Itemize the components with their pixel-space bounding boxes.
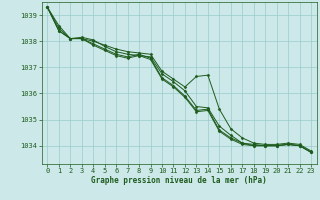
X-axis label: Graphe pression niveau de la mer (hPa): Graphe pression niveau de la mer (hPa) [91,176,267,185]
